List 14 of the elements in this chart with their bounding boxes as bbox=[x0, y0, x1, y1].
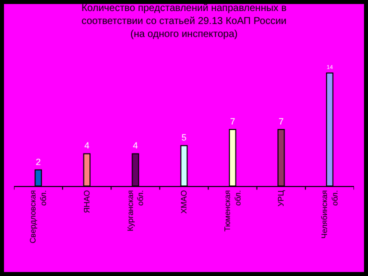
data-label: 2 bbox=[36, 156, 41, 167]
x-tick-label: Тюменская обл. bbox=[222, 190, 242, 232]
data-label: 4 bbox=[132, 140, 138, 151]
data-label: 4 bbox=[84, 140, 90, 151]
x-tick-label: Курганская обл. bbox=[126, 190, 146, 232]
x-tick-label: УРЦ bbox=[276, 190, 286, 207]
x-tick-label: ХМАО bbox=[180, 190, 189, 214]
data-label: 5 bbox=[181, 132, 187, 143]
data-label: 7 bbox=[278, 116, 284, 127]
x-tick-label: Свердловская обл. bbox=[28, 190, 48, 244]
data-label: 7 bbox=[230, 116, 236, 127]
x-tick-label: ЯНАО bbox=[82, 190, 92, 214]
x-tick-label: Челябинская обл. bbox=[320, 190, 340, 239]
chart-title: Количество представлений направленных в соответствии со статьей 29.13 КоАП России (на одного инспектора) bbox=[81, 3, 287, 40]
